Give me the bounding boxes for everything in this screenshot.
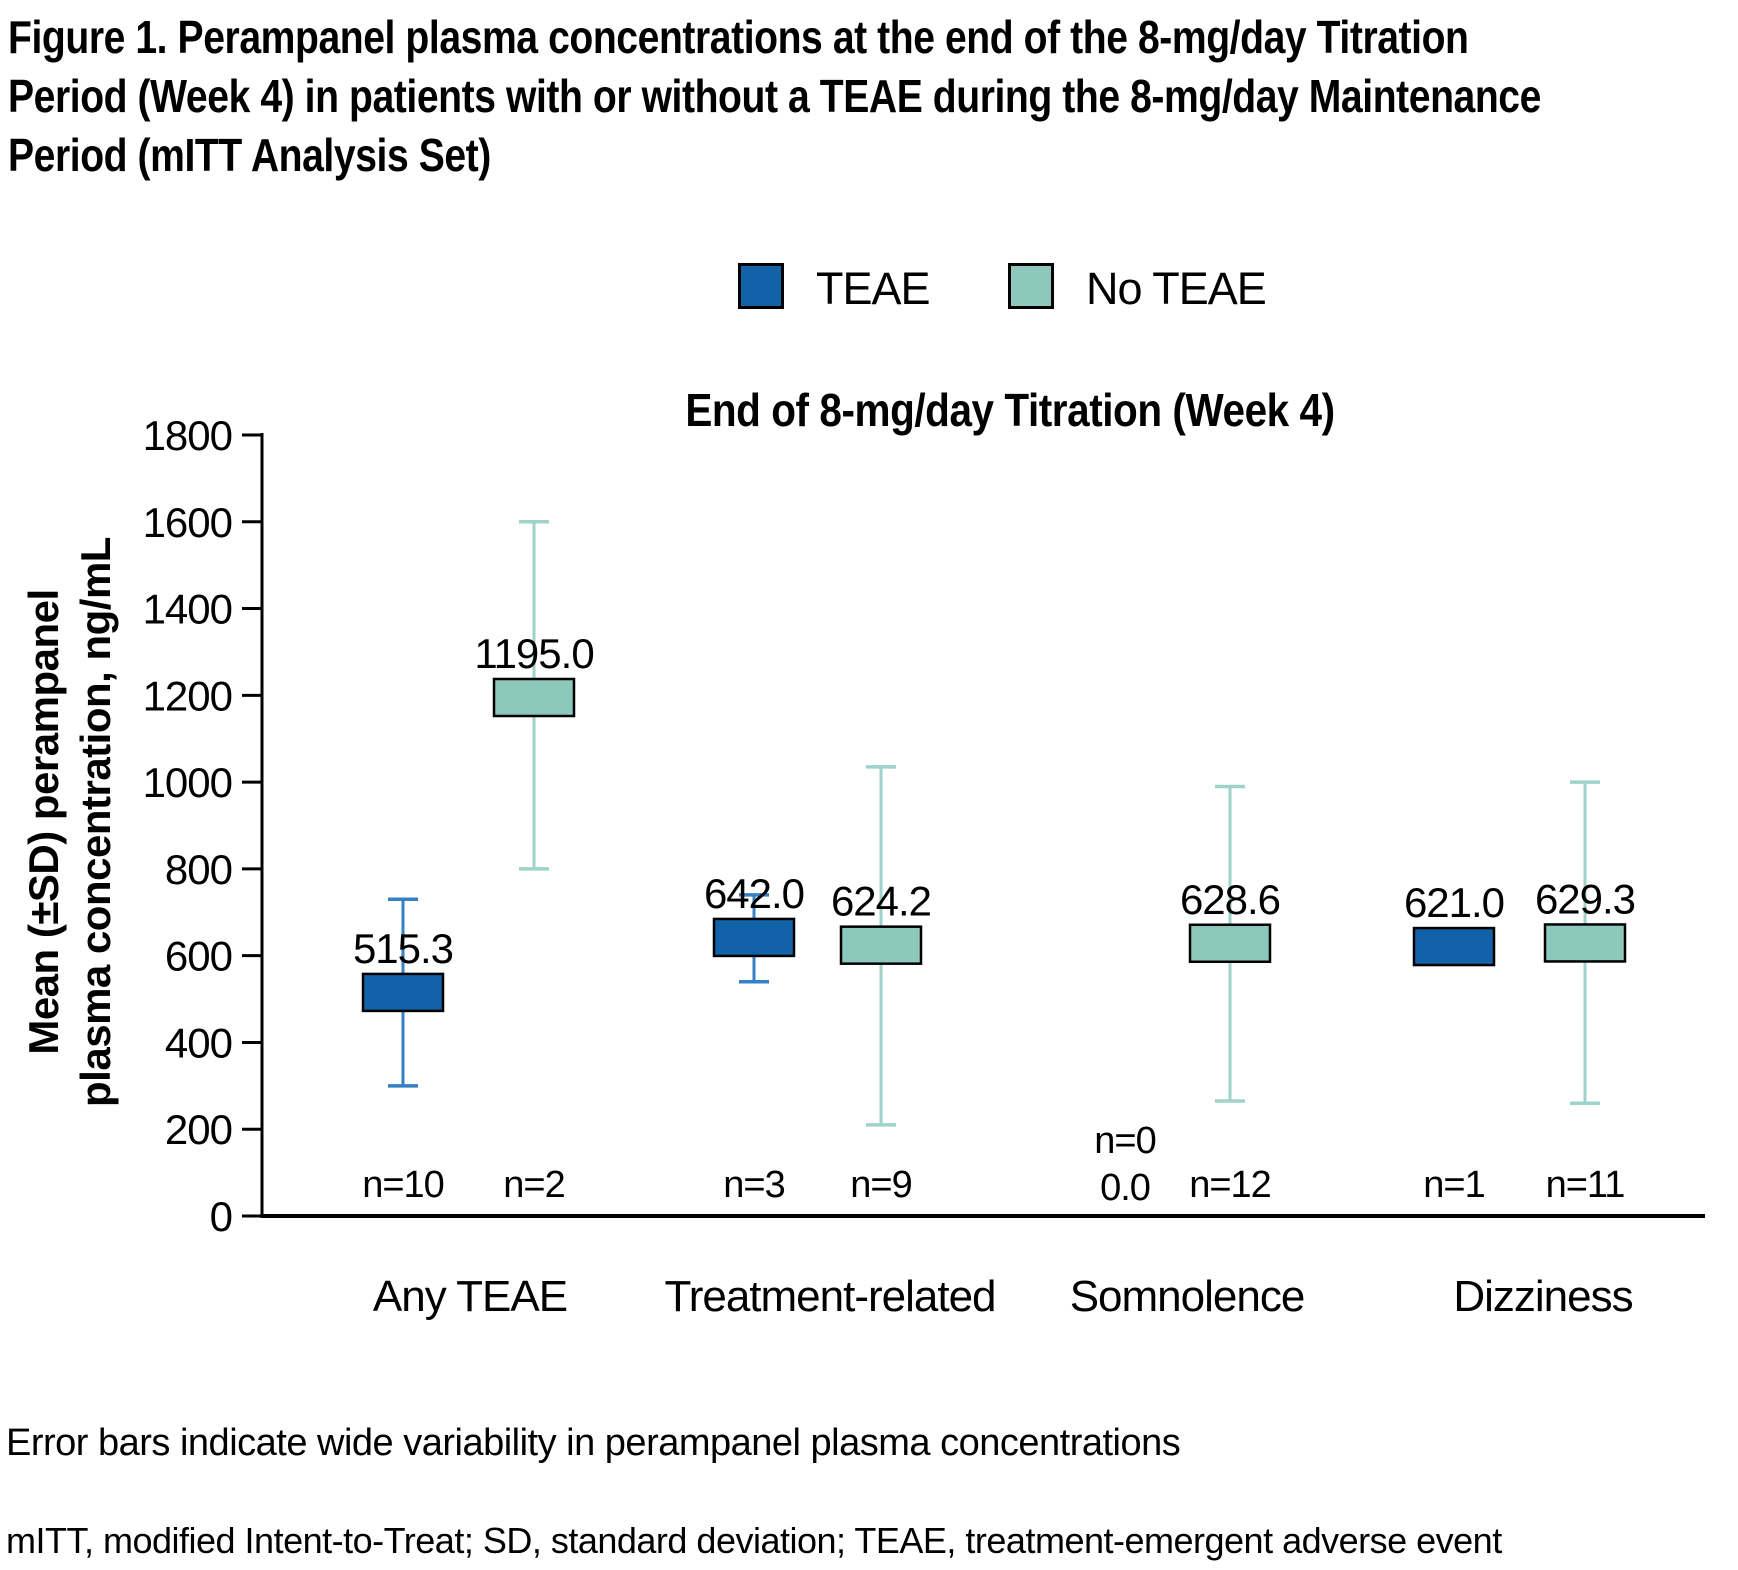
bar-teae — [712, 917, 796, 958]
y-tick-label: 1400 — [143, 586, 232, 633]
y-tick-label: 400 — [165, 1019, 232, 1066]
y-tick-label: 1800 — [143, 412, 232, 459]
n-label: n=2 — [503, 1164, 564, 1206]
y-tick-label: 200 — [165, 1106, 232, 1153]
n-label: n=10 — [362, 1164, 444, 1206]
y-tick-label: 1600 — [143, 499, 232, 546]
category-label: Any TEAE — [373, 1272, 567, 1321]
value-label: 1195.0 — [474, 630, 593, 677]
value-label: 0.0 — [1100, 1167, 1150, 1209]
footnote-error-bars: Error bars indicate wide variability in … — [6, 1422, 1181, 1464]
value-label: 642.0 — [704, 870, 804, 917]
y-tick-label: 600 — [165, 933, 232, 980]
y-tick-label: 1200 — [143, 672, 232, 719]
bar-no-teae — [492, 677, 576, 718]
value-label: 624.2 — [831, 878, 931, 925]
bar-no-teae — [1543, 923, 1627, 963]
bar-no-teae — [1188, 923, 1272, 964]
legend-label-teae: TEAE — [816, 263, 931, 314]
value-label: 628.6 — [1180, 876, 1280, 923]
bar-teae — [1412, 926, 1496, 967]
n-label: n=9 — [850, 1164, 911, 1206]
legend-swatch-no-teae — [1008, 263, 1054, 309]
y-tick-label: 800 — [165, 846, 232, 893]
bar-teae — [361, 972, 445, 1013]
legend-label-no-teae: No TEAE — [1086, 263, 1267, 314]
n-label: n=0 — [1094, 1120, 1155, 1162]
bar-no-teae — [839, 925, 923, 965]
footnote-abbreviations: mITT, modified Intent-to-Treat; SD, stan… — [6, 1520, 1502, 1561]
category-label: Dizziness — [1453, 1272, 1632, 1321]
n-label: n=11 — [1546, 1164, 1625, 1206]
y-tick-label: 1000 — [143, 759, 232, 806]
n-label: n=3 — [723, 1164, 784, 1206]
legend-swatch-teae — [738, 263, 784, 309]
y-tick-label: 0 — [210, 1193, 232, 1240]
n-label: n=1 — [1423, 1164, 1484, 1206]
category-label: Treatment-related — [664, 1272, 995, 1321]
category-label: Somnolence — [1070, 1272, 1305, 1321]
figure-title: Figure 1. Perampanel plasma concentratio… — [8, 11, 1541, 181]
value-label: 621.0 — [1404, 879, 1504, 926]
n-label: n=12 — [1189, 1164, 1271, 1206]
chart-title: End of 8-mg/day Titration (Week 4) — [685, 384, 1335, 436]
value-label: 515.3 — [353, 925, 453, 972]
value-label: 629.3 — [1535, 875, 1635, 922]
